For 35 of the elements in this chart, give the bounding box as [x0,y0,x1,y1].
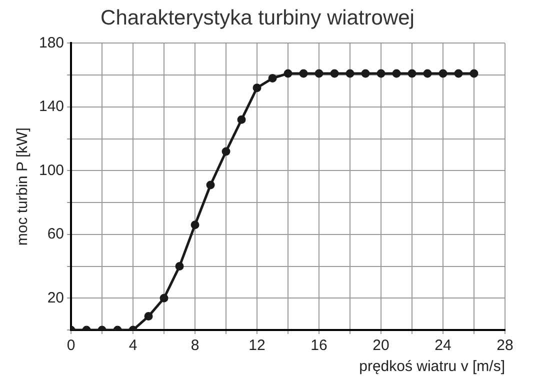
y-tick-label: 60 [47,226,64,243]
x-tick-label: 8 [190,337,200,354]
point [284,69,292,78]
point [237,115,246,124]
point [454,69,463,78]
y-tick-label: 140 [38,98,64,116]
point [408,69,416,78]
point [438,69,448,78]
y-tick-label: 180 [38,34,64,52]
x-tick-label: 0 [66,337,76,354]
x-axis-title: prędkoś wiatru v [m/s] [359,358,505,376]
chart-title: Charakterystyka turbiny wiatrowej [100,6,414,30]
point [222,147,230,156]
point [392,69,401,78]
x-tick-label: 12 [248,337,266,354]
y-axis-title: moc turbin P [kW] [14,128,32,246]
y-tick-label: 100 [38,162,64,179]
x-tick-label: 28 [496,337,514,354]
point [206,180,215,190]
x-tick-label: 16 [310,337,328,354]
point [330,69,339,78]
point [376,69,386,78]
point [314,69,324,78]
point [470,69,478,78]
point [423,69,432,78]
point [361,69,370,78]
point [299,69,308,78]
y-tick-label: 20 [47,289,64,306]
point [252,84,262,92]
point [268,74,277,83]
x-tick-label: 20 [372,337,390,354]
point [190,220,200,230]
x-tick-label: 4 [128,337,138,354]
point [346,69,354,78]
x-tick-label: 24 [434,337,452,354]
